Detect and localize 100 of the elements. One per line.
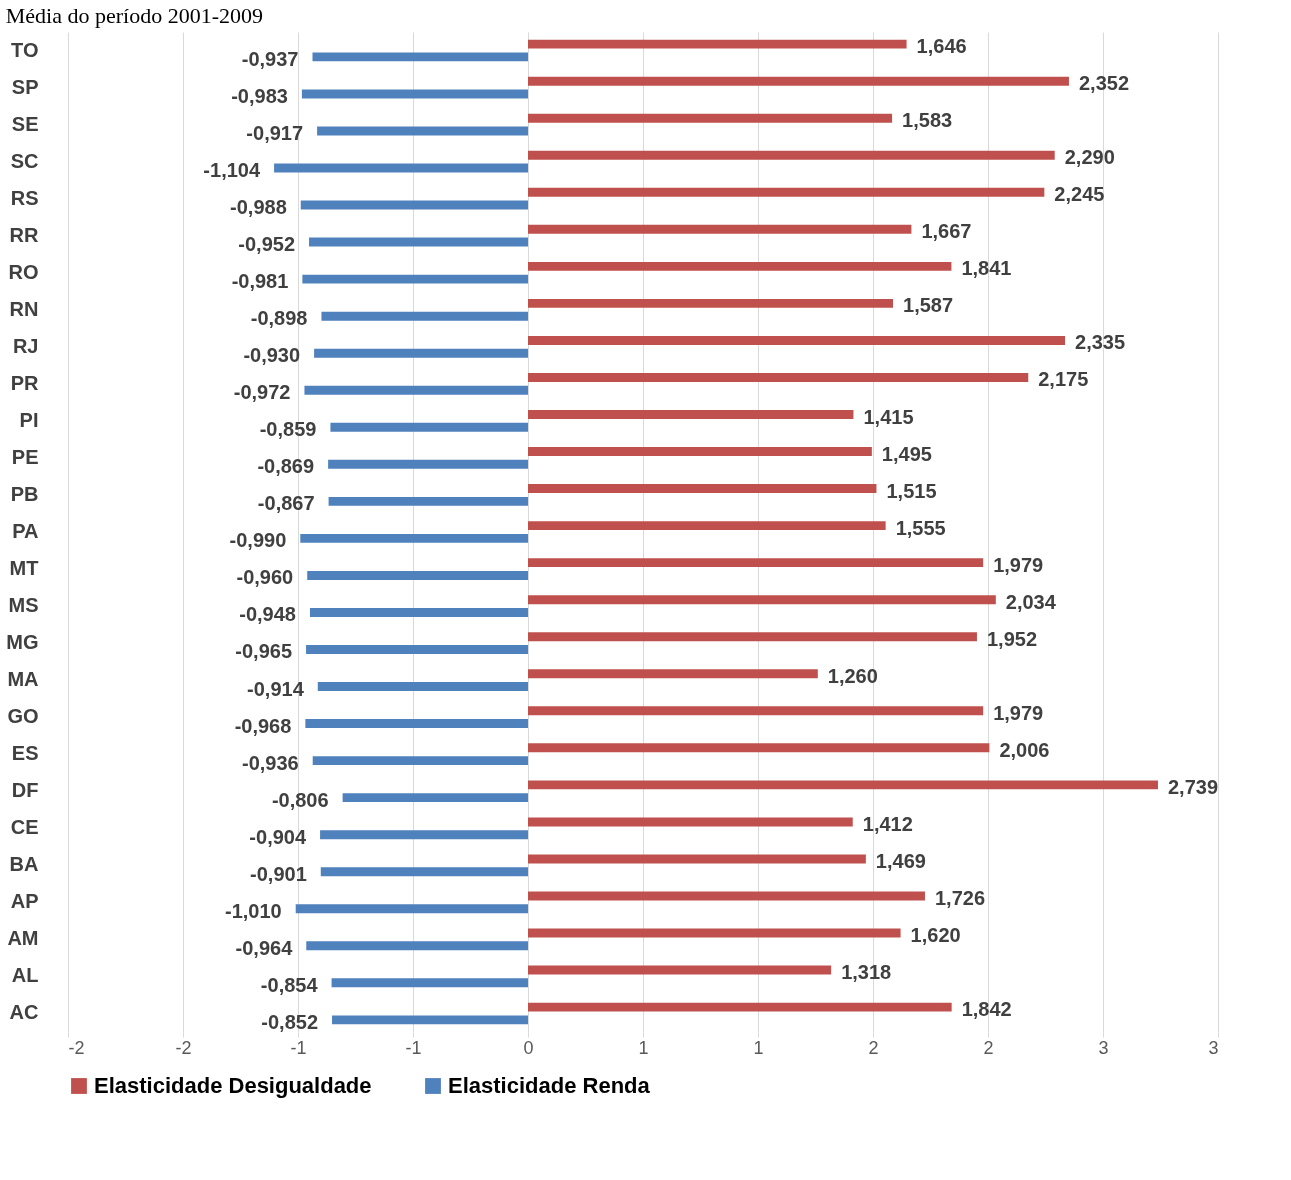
bar (305, 719, 528, 729)
y-tick-label: RJ (12, 334, 39, 357)
data-label: 2,352 (1078, 72, 1130, 95)
bar (312, 52, 528, 62)
data-label: 1,979 (993, 701, 1044, 724)
data-label: -0,988 (230, 196, 287, 219)
data-label: -0,936 (242, 751, 299, 774)
y-tick-label: SC (10, 149, 39, 172)
data-label: 1,952 (986, 627, 1038, 650)
bar (528, 298, 894, 308)
bar (306, 941, 528, 951)
bar (528, 76, 1069, 86)
data-label: -0,898 (250, 307, 308, 330)
data-label: -0,990 (229, 529, 287, 552)
data-label: 1,412 (862, 812, 913, 835)
bar (528, 373, 1029, 382)
bar (317, 126, 528, 136)
data-label: 1,842 (961, 998, 1012, 1021)
data-label: -0,869 (257, 455, 315, 478)
x-tick-label: -2 (68, 1037, 85, 1058)
y-tick-label: ES (11, 742, 39, 765)
x-tick-label: 0 (523, 1037, 534, 1058)
y-tick-label: SP (11, 75, 39, 98)
bar (528, 632, 977, 642)
y-tick-label: BA (9, 853, 39, 876)
data-label: 1,415 (863, 405, 914, 428)
bar (528, 39, 907, 49)
bar (300, 533, 528, 543)
bar (342, 793, 528, 803)
data-label: -0,948 (239, 603, 296, 626)
bar (528, 187, 1045, 197)
bar (528, 928, 901, 938)
y-tick-label: AL (11, 964, 39, 987)
data-label: -1,010 (224, 899, 282, 922)
bar (274, 163, 528, 173)
x-tick-label: 1 (638, 1037, 649, 1058)
data-label: -0,806 (271, 788, 329, 811)
data-label: 2,335 (1075, 331, 1126, 354)
y-tick-label: RN (9, 297, 39, 320)
y-tick-label: PR (10, 371, 40, 394)
bar (528, 595, 996, 605)
y-tick-label: PA (12, 520, 39, 542)
bar (528, 261, 952, 271)
bar (528, 521, 886, 531)
y-tick-label: AP (10, 890, 39, 913)
bar (528, 965, 832, 975)
chart-title: Média do período 2001-2009 (5, 3, 264, 28)
y-tick-label: PB (10, 482, 39, 505)
x-tick-label: -2 (175, 1037, 192, 1058)
bar (331, 978, 528, 988)
data-label: -0,904 (249, 825, 307, 848)
bar (528, 1002, 952, 1012)
data-label: -1,104 (203, 159, 261, 182)
y-tick-label: AC (9, 1001, 39, 1024)
data-label: -0,917 (246, 121, 304, 144)
data-label: 2,006 (999, 738, 1050, 761)
y-tick-label: GO (7, 705, 39, 728)
bar (528, 484, 877, 494)
data-label: -0,965 (235, 640, 293, 663)
bar (300, 200, 528, 210)
data-label: 1,515 (886, 479, 937, 502)
data-label: 1,587 (903, 294, 954, 317)
bar (528, 335, 1066, 345)
bar (320, 830, 528, 840)
data-label: 1,318 (841, 961, 892, 984)
data-label: -0,901 (250, 862, 307, 885)
data-label: -0,914 (247, 677, 305, 700)
data-label: -0,859 (259, 418, 317, 441)
data-label: 1,555 (895, 516, 946, 539)
data-label: -0,930 (243, 344, 301, 367)
bar (528, 817, 853, 827)
bar (320, 867, 528, 877)
data-label: 1,726 (934, 886, 986, 909)
bar (528, 706, 984, 716)
y-tick-label: DF (11, 779, 39, 802)
bar (528, 447, 872, 457)
bar (321, 311, 528, 321)
data-label: 2,245 (1054, 183, 1105, 206)
data-label: 2,034 (1005, 590, 1057, 613)
data-label: 1,260 (827, 664, 878, 687)
bar (302, 274, 528, 284)
bar (306, 645, 528, 654)
bar (317, 682, 528, 691)
data-label: -0,964 (235, 936, 294, 959)
bar (309, 607, 528, 617)
x-tick-label: 2 (868, 1037, 879, 1058)
data-label: -0,852 (261, 1010, 319, 1033)
data-label: 1,620 (910, 924, 961, 947)
data-label: -0,981 (231, 270, 289, 293)
data-label: 1,667 (921, 220, 972, 243)
data-label: -0,867 (257, 492, 315, 515)
bar (295, 904, 528, 914)
bar (301, 89, 528, 99)
data-label: 2,290 (1064, 146, 1115, 169)
y-tick-label: TO (11, 38, 39, 61)
data-label: -0,854 (260, 973, 319, 996)
x-tick-label: 3 (1208, 1037, 1219, 1058)
data-label: 1,646 (916, 35, 967, 58)
x-tick-label: -1 (290, 1037, 307, 1058)
data-label: 2,175 (1038, 368, 1089, 391)
